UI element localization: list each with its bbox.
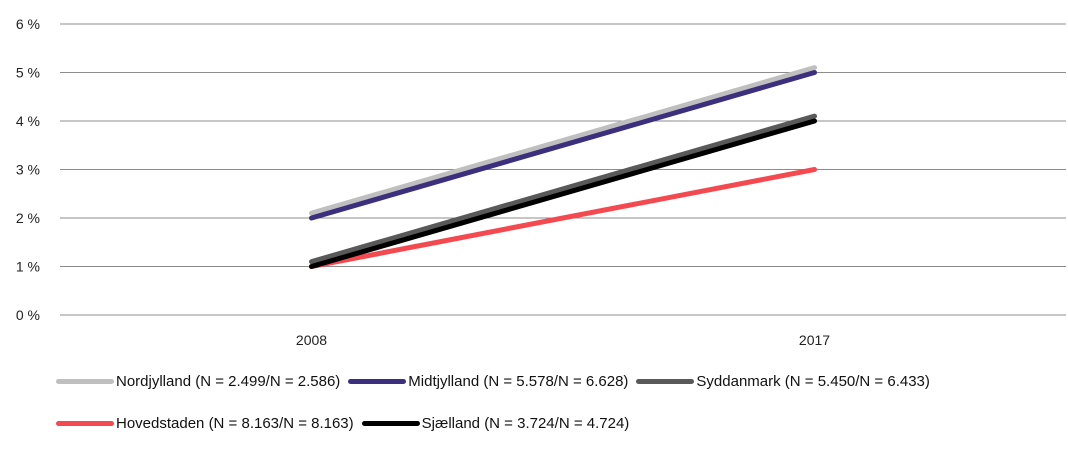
y-tick-label: 4 %	[16, 113, 40, 129]
legend-swatch-syddanmark	[636, 378, 695, 384]
series-line-midtjylland	[309, 70, 817, 221]
legend-label-nordjylland: Nordjylland (N = 2.499/N = 2.586)	[116, 372, 341, 390]
legend-label-syddanmark: Syddanmark (N = 5.450/N = 6.433)	[696, 372, 930, 390]
x-axis-ticks: 2008 2017	[296, 332, 830, 348]
series-line-hovedstaden	[309, 167, 817, 269]
line-chart: 0 % 1 % 2 % 3 % 4 % 5 % 6 % 2008 2017	[16, 16, 1066, 348]
legend-swatch-hovedstaden	[56, 420, 114, 426]
grid-lines	[60, 23, 1066, 316]
series-line-sjaelland	[309, 118, 817, 269]
legend: Nordjylland (N = 2.499/N = 2.586) Midtjy…	[56, 370, 1056, 454]
y-axis-ticks: 0 % 1 % 2 % 3 % 4 % 5 % 6 %	[16, 16, 40, 323]
series-line-syddanmark	[309, 113, 817, 265]
y-tick-label: 3 %	[16, 162, 40, 178]
legend-item-nordjylland: Nordjylland (N = 2.499/N = 2.586)	[56, 373, 340, 390]
series-lines	[309, 65, 817, 269]
y-tick-label: 5 %	[16, 65, 40, 81]
legend-label-sjaelland: Sjælland (N = 3.724/N = 4.724)	[421, 414, 630, 432]
legend-label-hovedstaden: Hovedstaden (N = 8.163/N = 8.163)	[116, 414, 354, 432]
legend-row-1: Nordjylland (N = 2.499/N = 2.586) Midtjy…	[56, 370, 1056, 392]
y-tick-label: 1 %	[16, 259, 40, 275]
series-line-nordjylland	[309, 65, 817, 216]
legend-row-2: Hovedstaden (N = 8.163/N = 8.163) Sjælla…	[56, 412, 1056, 434]
legend-label-midtjylland: Midtjylland (N = 5.578/N = 6.628)	[408, 372, 629, 390]
legend-item-syddanmark: Syddanmark (N = 5.450/N = 6.433)	[636, 372, 930, 390]
y-tick-label: 2 %	[16, 210, 40, 226]
legend-swatch-nordjylland	[56, 378, 114, 384]
legend-swatch-midtjylland	[348, 378, 407, 384]
y-tick-label: 6 %	[16, 16, 40, 32]
legend-item-hovedstaden: Hovedstaden (N = 8.163/N = 8.163)	[56, 415, 354, 432]
x-tick-label: 2008	[296, 332, 327, 348]
y-tick-label: 0 %	[16, 307, 40, 323]
legend-swatch-sjaelland	[361, 420, 420, 426]
legend-item-midtjylland: Midtjylland (N = 5.578/N = 6.628)	[348, 373, 628, 390]
legend-item-sjaelland: Sjælland (N = 3.724/N = 4.724)	[361, 414, 630, 432]
x-tick-label: 2017	[799, 332, 830, 348]
